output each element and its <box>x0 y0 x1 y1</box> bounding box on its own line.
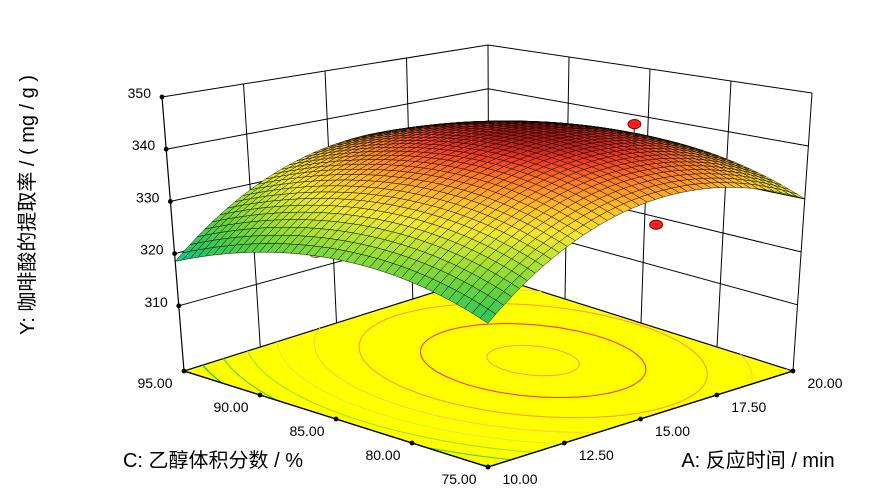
z-tick-dot <box>168 199 173 204</box>
a-tick-label: 20.00 <box>807 375 842 391</box>
a-tick-label: 10.00 <box>502 471 537 487</box>
floor-contour-line <box>486 344 580 377</box>
z-tick-label: 340 <box>132 137 156 153</box>
z-tick-dot <box>163 146 169 152</box>
z-axis: 310 320 330 340 350 <box>128 85 185 372</box>
z-axis-title: Y: 咖啡酸的提取率 / ( mg / g ) <box>17 74 39 336</box>
a-tick-label: 17.50 <box>731 399 766 415</box>
floor-axes: 95.00 90.00 85.00 80.00 75.00 10.00 12.50 15.00… <box>137 368 843 487</box>
response-surface-mesh <box>174 120 805 324</box>
a-tick-dot <box>561 440 567 446</box>
design-point <box>627 119 642 130</box>
z-tick-label: 310 <box>144 294 168 310</box>
c-tick-dot <box>181 368 187 374</box>
c-axis-title: C: 乙醇体积分数 / % <box>122 450 303 472</box>
design-point <box>649 219 663 230</box>
c-tick-dot <box>257 392 263 398</box>
c-tick-dot <box>333 416 339 422</box>
c-tick-label: 85.00 <box>289 423 324 439</box>
floor-contour-line <box>419 323 647 399</box>
a-tick-dot <box>485 464 491 470</box>
a-tick-dot <box>790 368 796 374</box>
a-tick-dot <box>638 416 643 422</box>
z-tick-dot <box>176 303 182 309</box>
design-points-front <box>627 119 663 230</box>
z-tick-label: 330 <box>136 189 160 205</box>
z-tick-label: 320 <box>140 242 164 258</box>
a-tick-label: 15.00 <box>655 423 690 439</box>
c-tick-label: 80.00 <box>365 447 400 463</box>
a-axis-title: A: 反应时间 / min <box>681 450 835 472</box>
c-tick-label: 95.00 <box>137 375 172 391</box>
z-tick-label: 350 <box>128 85 152 101</box>
c-tick-label: 90.00 <box>213 399 248 415</box>
z-tick-dot <box>159 94 165 100</box>
a-tick-label: 12.50 <box>579 447 614 463</box>
z-tick-dot <box>172 251 178 256</box>
a-tick-dot <box>714 392 720 398</box>
floor-contour-line <box>276 276 789 445</box>
c-tick-label: 75.00 <box>441 471 476 487</box>
floor-contour-line <box>247 350 535 454</box>
c-tick-dot <box>409 440 415 446</box>
